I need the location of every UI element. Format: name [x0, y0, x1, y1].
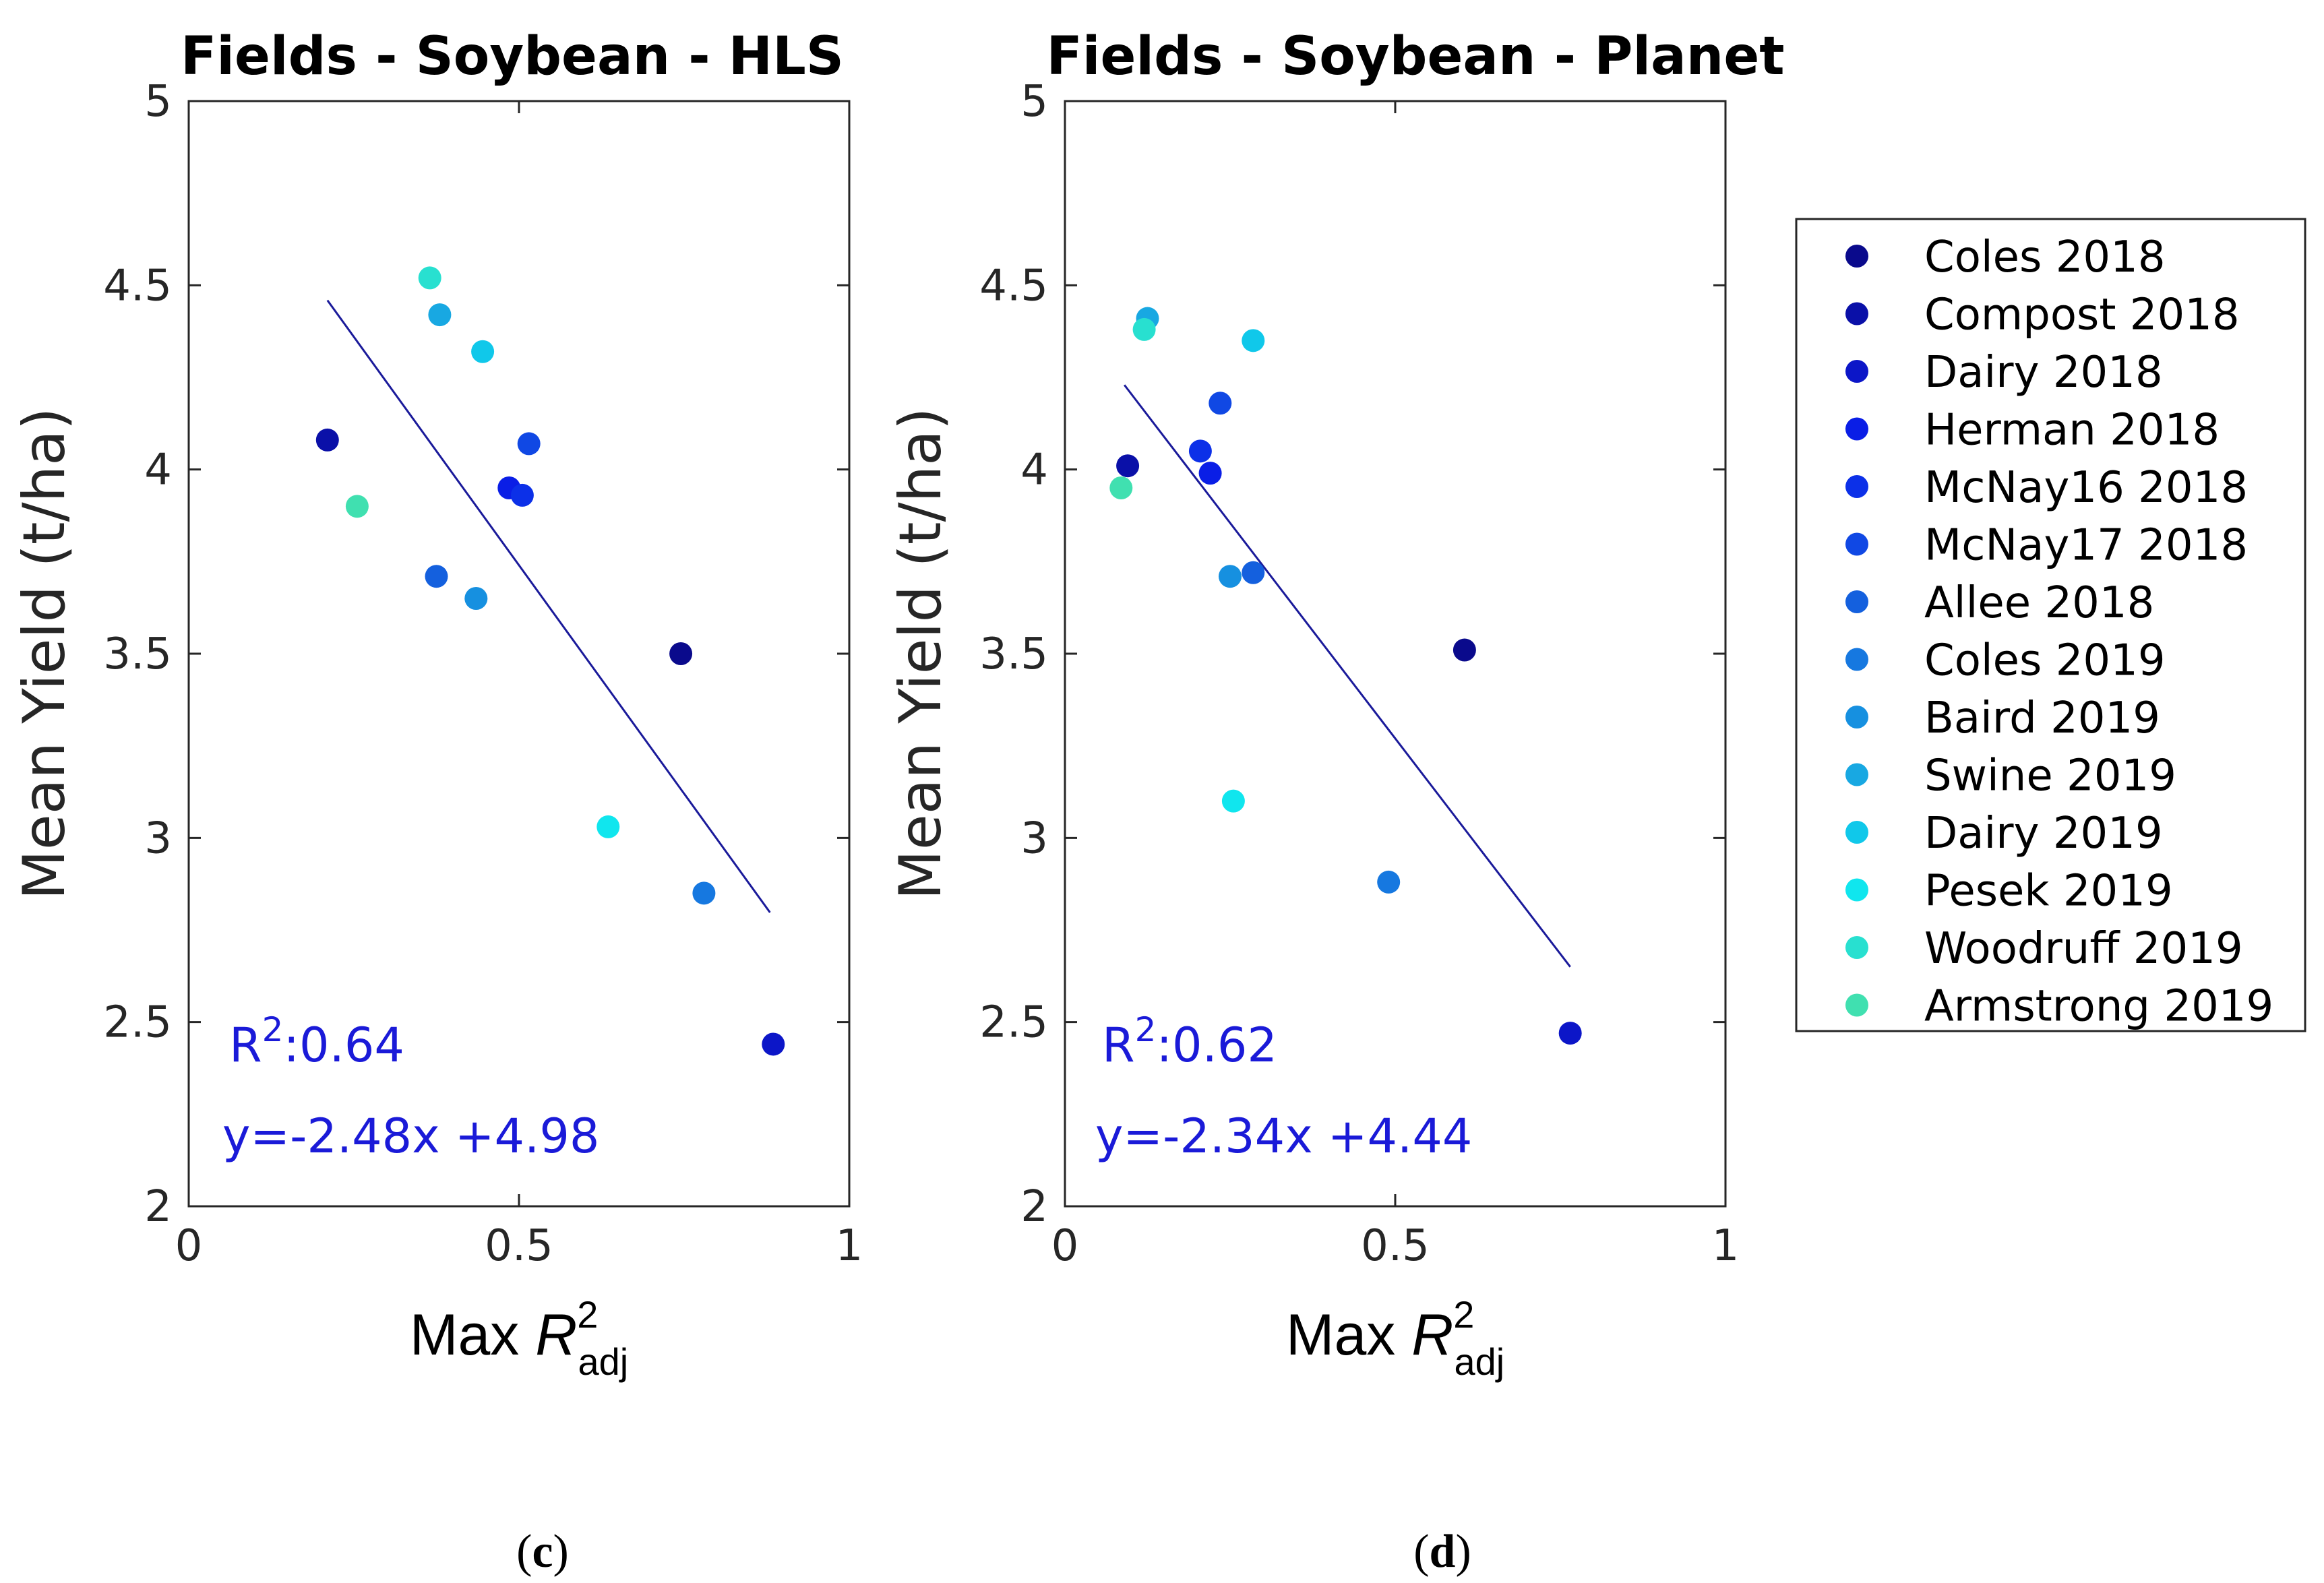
y-tick-label: 5: [144, 77, 172, 127]
panel-title: Fields - Soybean - Planet: [1046, 26, 1784, 87]
tick-group: 0 0.5 1 2 2.5 3 3.5 4 4.5 5: [979, 77, 1739, 1271]
x-tick-label: 0: [175, 1221, 203, 1271]
point-group: [315, 266, 785, 1056]
data-point: [428, 303, 452, 327]
y-tick-label: 3.5: [103, 629, 172, 679]
legend-marker: [1845, 936, 1868, 959]
data-point: [517, 432, 541, 456]
data-point: [597, 815, 620, 838]
data-point: [1242, 561, 1265, 584]
legend-marker: [1845, 878, 1868, 902]
legend-label: Coles 2018: [1924, 232, 2166, 282]
data-point: [315, 428, 339, 452]
point-group: [1109, 307, 1582, 1045]
y-tick-label: 3: [1020, 813, 1048, 863]
y-tick-label: 5: [1020, 77, 1048, 127]
x-tick-label: 1: [1712, 1221, 1740, 1271]
tick-group: 0 0.5 1 2 2.5 3 3.5 4 4.5 5: [103, 77, 863, 1271]
legend-label: McNay17 2018: [1924, 521, 2248, 571]
y-tick-label: 3.5: [979, 629, 1048, 679]
data-point: [1219, 565, 1242, 588]
data-point: [1188, 439, 1212, 463]
x-axis-label: Max R2 adj: [410, 1293, 628, 1383]
x-tick-label: 0.5: [1361, 1221, 1430, 1271]
legend-label: Swine 2019: [1924, 751, 2176, 801]
legend-label: Armstrong 2019: [1924, 982, 2273, 1032]
data-point: [425, 565, 448, 588]
y-tick-label: 2: [144, 1182, 172, 1232]
legend: Coles 2018 Compost 2018 Dairy 2018 Herman 2…: [1795, 218, 2306, 1032]
data-point: [345, 495, 369, 518]
data-point: [1132, 317, 1156, 341]
data-point: [692, 881, 716, 905]
x-tick-label: 0: [1051, 1221, 1079, 1271]
data-point: [1221, 789, 1245, 813]
equation-annotation: y=-2.34x +4.44: [1095, 1109, 1472, 1164]
y-tick-label: 2: [1020, 1182, 1048, 1232]
data-point: [1209, 392, 1232, 415]
fit-line: [1124, 384, 1571, 968]
y-tick-label: 2.5: [979, 998, 1048, 1048]
legend-box: [1795, 218, 2306, 1032]
legend-label: Dairy 2018: [1924, 348, 2163, 398]
legend-label: Pesek 2019: [1924, 867, 2173, 917]
y-tick-label: 3: [144, 813, 172, 863]
legend-marker: [1845, 763, 1868, 786]
legend-marker: [1845, 360, 1868, 383]
legend-label: Woodruff 2019: [1924, 924, 2243, 974]
panel-title: Fields - Soybean - HLS: [181, 26, 844, 87]
legend-label: Allee 2018: [1924, 578, 2154, 628]
legend-marker: [1845, 532, 1868, 556]
fit-line: [326, 299, 771, 913]
legend-label: Compost 2018: [1924, 290, 2240, 340]
equation-annotation: y=-2.48x +4.98: [222, 1109, 599, 1164]
y-tick-label: 2.5: [103, 998, 172, 1048]
legend-label: Coles 2019: [1924, 636, 2166, 686]
legend-marker: [1845, 993, 1868, 1017]
data-point: [762, 1032, 785, 1056]
data-point: [669, 642, 693, 665]
panel-planet: Fields - Soybean - Planet 0 0.5 1 2 2.5 3 3.5 4…: [887, 26, 1785, 1578]
data-point: [1452, 638, 1476, 662]
legend-label: Baird 2019: [1924, 693, 2160, 743]
legend-marker: [1845, 706, 1868, 728]
data-point: [1198, 462, 1222, 485]
panel-hls: Fields - Soybean - HLS 0 0.5 1 2 2.5 3 3.5 4 4.5…: [11, 26, 863, 1578]
legend-label: McNay16 2018: [1924, 463, 2248, 513]
legend-label: Herman 2018: [1924, 406, 2220, 456]
data-point: [510, 483, 534, 507]
x-tick-label: 0.5: [485, 1221, 553, 1271]
legend-marker: [1845, 590, 1868, 613]
data-point: [1109, 476, 1133, 499]
legend-marker: [1845, 245, 1868, 268]
data-point: [1558, 1022, 1582, 1045]
y-axis-label: Mean Yield (t/ha): [887, 408, 954, 900]
legend-marker: [1845, 302, 1868, 325]
legend-marker: [1845, 475, 1868, 498]
x-axis-label: Max R2 adj: [1286, 1293, 1504, 1383]
y-tick-label: 4.5: [103, 261, 172, 311]
y-axis-label: Mean Yield (t/ha): [11, 408, 78, 900]
panel-caption: (c): [516, 1526, 569, 1578]
y-tick-label: 4: [1020, 445, 1048, 495]
y-tick-label: 4: [144, 445, 172, 495]
y-tick-label: 4.5: [979, 261, 1048, 311]
legend-marker: [1845, 648, 1868, 671]
legend-marker: [1845, 821, 1868, 844]
legend-label: Dairy 2019: [1924, 809, 2163, 859]
data-point: [471, 340, 495, 363]
panel-caption: (d): [1413, 1526, 1471, 1578]
data-point: [1242, 329, 1265, 352]
data-point: [464, 587, 488, 610]
r2-annotation: R2:0.64: [229, 1010, 404, 1073]
r2-annotation: R2:0.62: [1102, 1010, 1277, 1073]
data-point: [1116, 454, 1140, 478]
data-point: [418, 266, 441, 290]
x-tick-label: 1: [836, 1221, 863, 1271]
legend-marker: [1845, 417, 1868, 441]
data-point: [1377, 870, 1401, 894]
